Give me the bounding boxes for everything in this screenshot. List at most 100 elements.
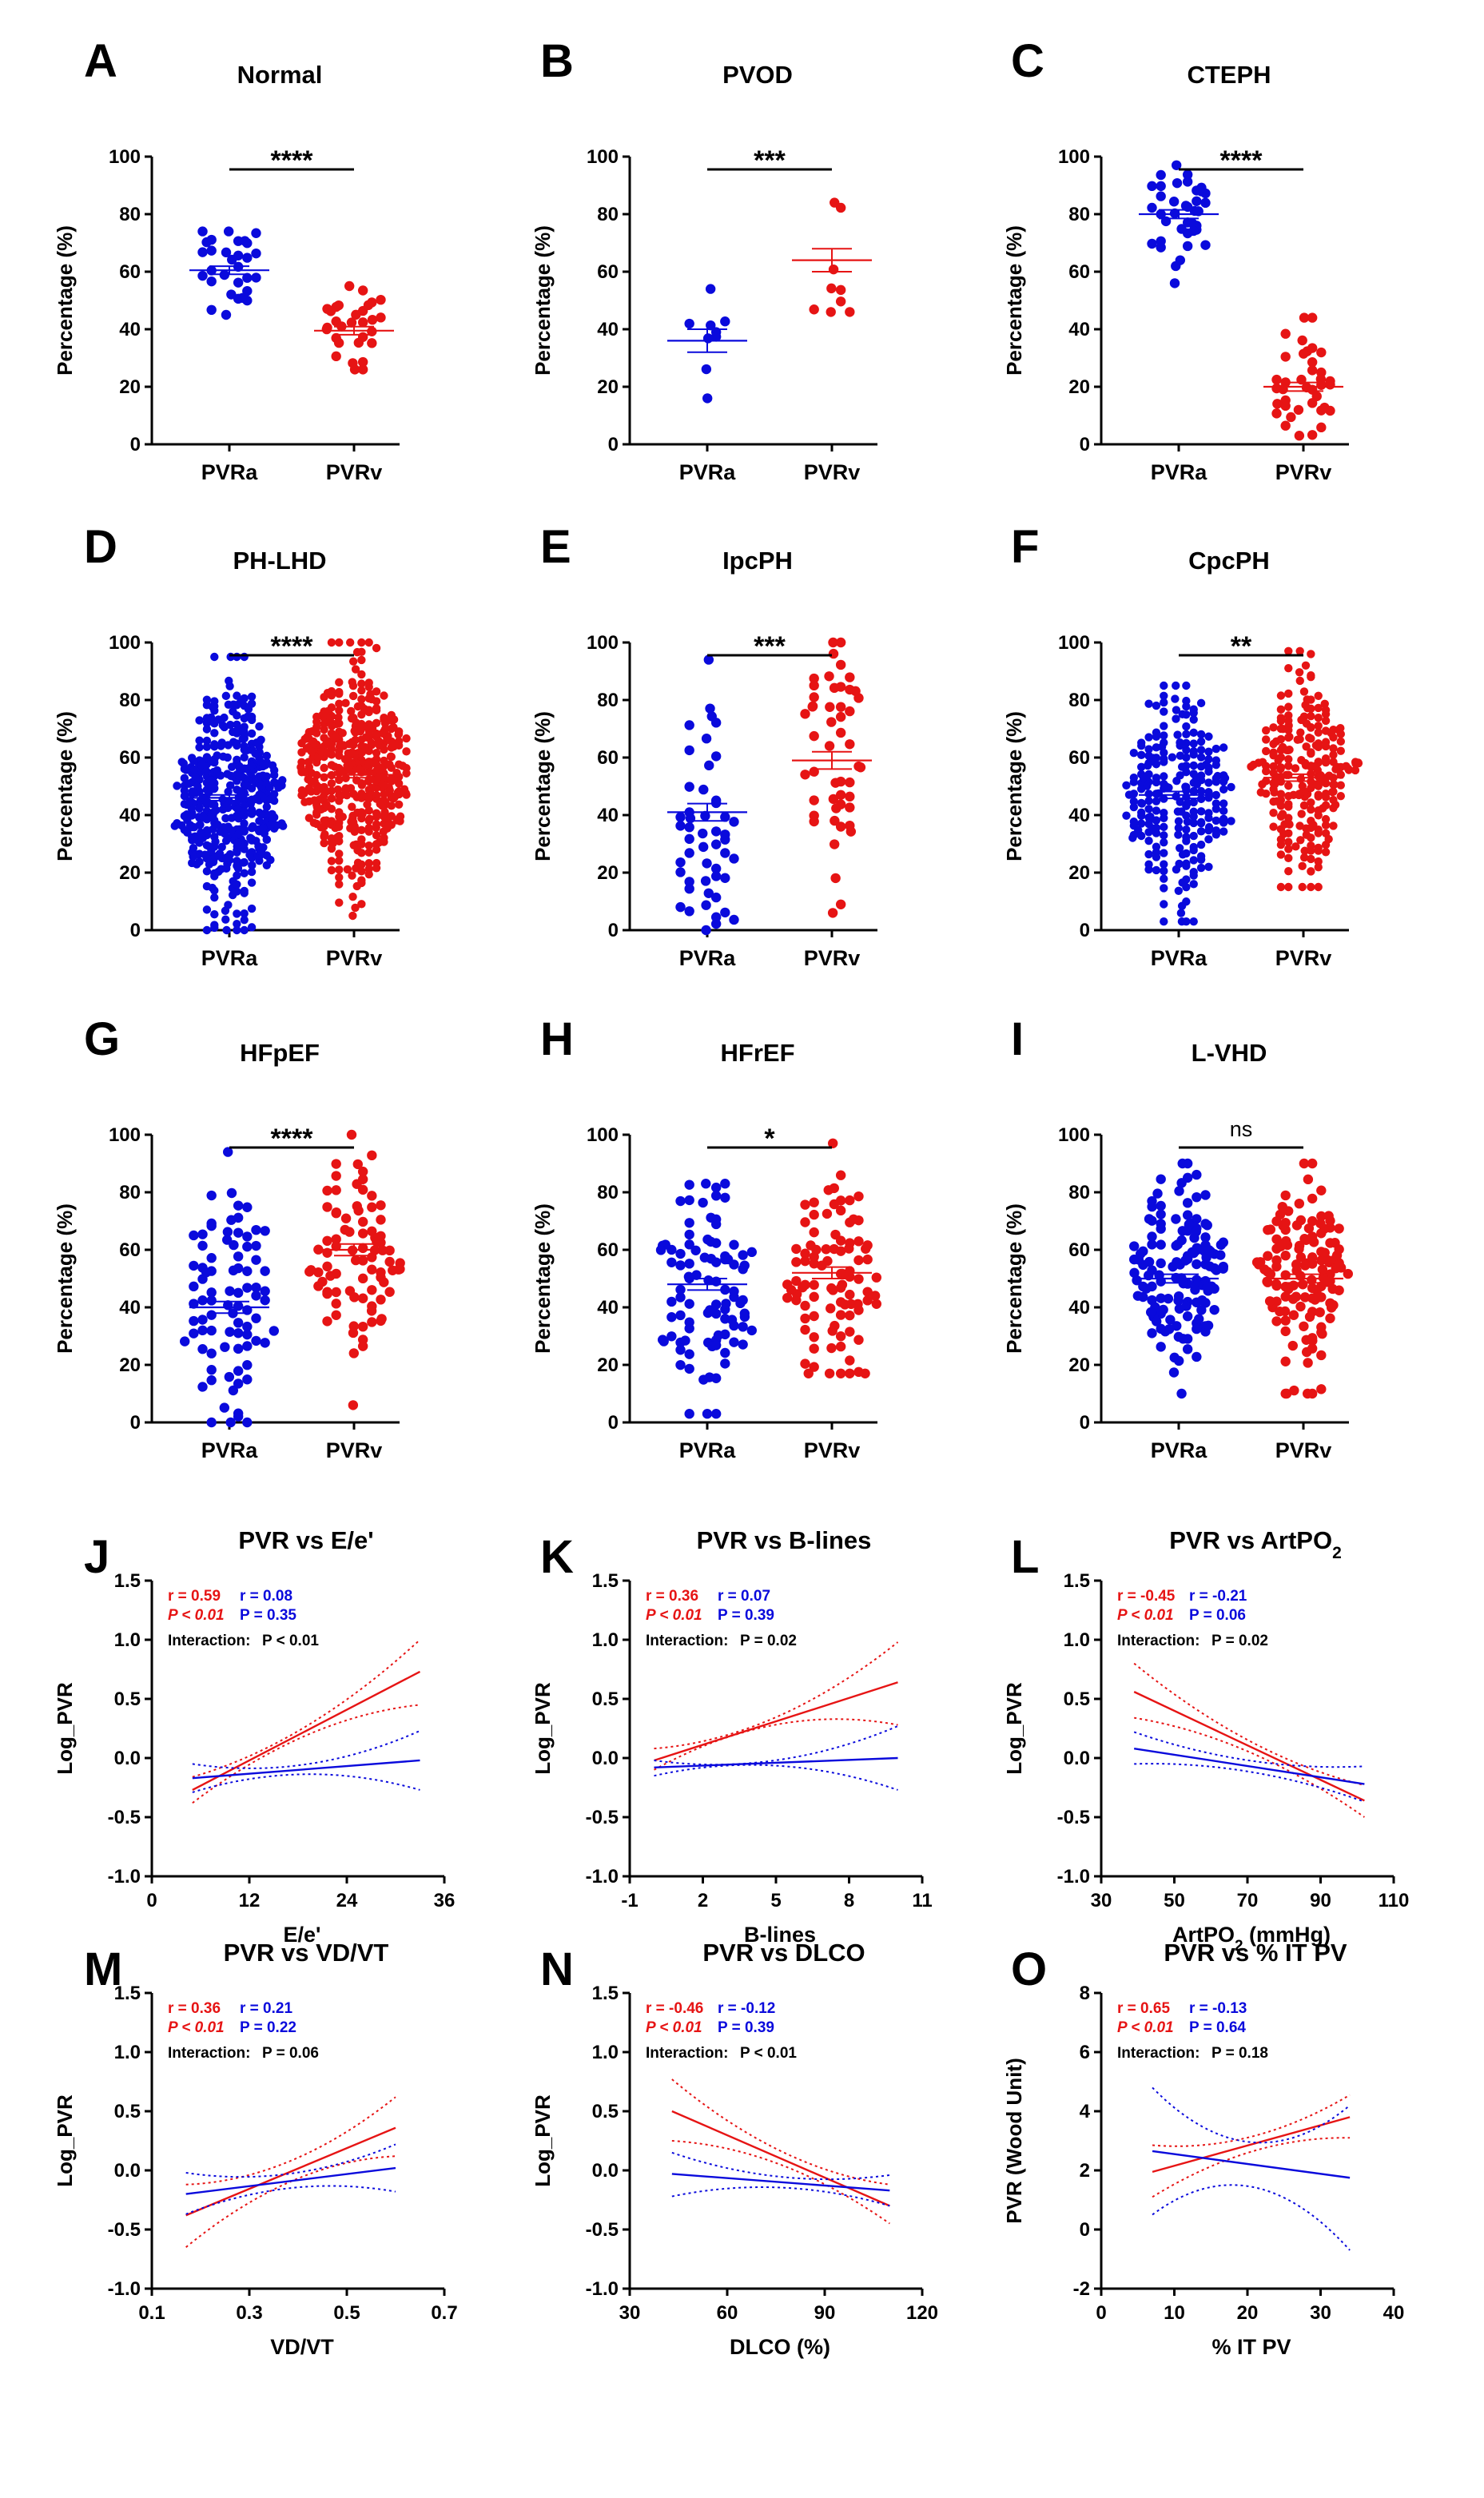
data-point — [1295, 1252, 1307, 1263]
data-point — [220, 722, 229, 732]
data-point — [1276, 882, 1286, 892]
data-point — [1314, 792, 1323, 801]
data-point — [1183, 817, 1192, 826]
y-tick-label: 0 — [130, 920, 141, 941]
data-point — [1315, 1307, 1325, 1318]
data-point — [684, 1229, 694, 1240]
data-point — [201, 1267, 212, 1278]
data-point — [219, 752, 228, 761]
data-point — [357, 332, 368, 342]
data-point — [335, 849, 344, 858]
data-point — [1321, 716, 1331, 726]
data-point — [1144, 836, 1153, 845]
data-point — [310, 796, 319, 805]
data-point — [233, 880, 241, 889]
data-point — [325, 717, 335, 726]
data-point — [1284, 782, 1293, 790]
data-point — [207, 800, 217, 809]
stat-r-blue: r = -0.21 — [1189, 1588, 1247, 1605]
ci-upper-PVRa — [185, 2143, 396, 2178]
data-point — [845, 672, 855, 682]
ci-lower-PVRa — [1134, 1763, 1365, 1803]
data-point — [1259, 1264, 1270, 1275]
data-point — [1331, 1263, 1341, 1274]
data-point — [1307, 867, 1315, 876]
data-point — [348, 681, 358, 690]
data-point — [786, 1284, 797, 1295]
data-point — [210, 893, 219, 902]
y-axis-label: Log_PVR — [1002, 1682, 1026, 1775]
panel-letter: N — [540, 1943, 574, 1995]
stat-r-red: r = 0.65 — [1117, 2000, 1170, 2017]
data-point — [233, 838, 242, 847]
data-point — [1189, 880, 1198, 889]
data-point — [220, 829, 229, 838]
data-point — [720, 316, 730, 327]
data-point — [720, 1192, 730, 1203]
data-point — [240, 869, 249, 877]
data-point — [791, 1243, 802, 1255]
data-point — [800, 1199, 810, 1210]
data-point — [1151, 1316, 1162, 1327]
data-point — [242, 285, 253, 296]
data-point — [1316, 422, 1327, 433]
data-point — [1271, 1316, 1282, 1327]
data-point — [1277, 1201, 1287, 1212]
data-point — [684, 848, 694, 858]
y-tick-label: 80 — [1068, 204, 1090, 225]
data-point — [835, 284, 846, 296]
significance-label: *** — [754, 631, 786, 662]
y-tick-label: 80 — [1068, 1182, 1090, 1203]
data-point — [217, 738, 226, 747]
data-point — [372, 809, 381, 817]
data-point — [367, 1150, 377, 1161]
data-point — [1137, 738, 1146, 747]
data-point — [376, 1267, 386, 1278]
data-point — [364, 848, 373, 857]
data-point — [228, 1385, 239, 1396]
y-tick-label: 0 — [130, 1412, 141, 1434]
data-point — [402, 747, 411, 756]
data-point — [1144, 745, 1153, 754]
data-point — [1291, 764, 1300, 773]
data-point — [357, 1341, 368, 1351]
data-point — [1189, 818, 1198, 828]
data-point — [666, 1257, 677, 1267]
data-point — [1249, 760, 1258, 770]
data-point — [170, 821, 179, 830]
data-point — [800, 1248, 810, 1259]
data-point — [357, 781, 367, 790]
data-point — [389, 715, 399, 724]
data-point — [315, 783, 324, 792]
data-point — [357, 670, 366, 679]
data-point — [229, 700, 238, 709]
stat-interaction-p: P = 0.02 — [1211, 1633, 1268, 1649]
y-tick-label: 0.0 — [592, 2160, 619, 2182]
data-point — [845, 791, 855, 802]
data-point — [322, 1316, 332, 1327]
data-point — [1336, 791, 1346, 801]
x-category-label: PVRv — [326, 460, 383, 484]
data-point — [684, 883, 694, 894]
data-point — [221, 691, 231, 701]
data-point — [1263, 1251, 1273, 1261]
data-point — [1276, 714, 1286, 722]
panel-letter: J — [84, 1531, 109, 1583]
data-point — [322, 1185, 332, 1196]
data-point — [1171, 160, 1182, 170]
data-point — [247, 904, 257, 913]
data-point — [853, 1236, 864, 1247]
ci-upper-PVRa — [671, 2151, 890, 2181]
x-tick-label: -1 — [621, 1890, 638, 1911]
data-point — [1189, 728, 1198, 738]
y-tick-label: 60 — [597, 1239, 619, 1261]
data-point — [1182, 1311, 1193, 1322]
data-point — [1156, 1219, 1166, 1229]
data-point — [335, 706, 344, 715]
data-point — [233, 1343, 244, 1354]
data-point — [205, 842, 214, 851]
stat-interaction-label: Interaction: — [646, 2045, 728, 2062]
y-tick-label: 1.5 — [592, 1570, 619, 1592]
y-tick-label: -0.5 — [1057, 1807, 1090, 1828]
y-tick-label: 100 — [109, 1124, 141, 1146]
